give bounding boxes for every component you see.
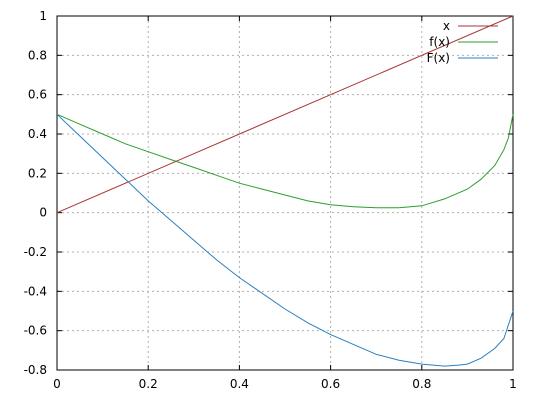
x-tick-label: 1 (509, 377, 517, 391)
y-tick-label: 0.8 (28, 48, 47, 62)
series-line-1 (56, 113, 514, 209)
y-tick-label: 0.4 (28, 127, 47, 141)
y-tick-label: 1 (39, 9, 47, 23)
x-tick-label: 0.8 (412, 377, 431, 391)
axis-ticks (56, 15, 514, 371)
legend-label: f(x) (429, 35, 450, 49)
x-tick-label: 0.6 (321, 377, 340, 391)
y-tick-label: 0.2 (28, 166, 47, 180)
x-tick-label: 0 (53, 377, 61, 391)
y-tick-label: -0.2 (24, 245, 47, 259)
legend-label: F(x) (427, 51, 450, 65)
series-lines (56, 15, 514, 367)
legend-label: x (443, 19, 450, 33)
series-line-2 (56, 113, 514, 367)
x-tick-label: 0.2 (139, 377, 158, 391)
y-tick-label: -0.6 (24, 324, 47, 338)
legend: x f(x) F(x) (427, 19, 498, 65)
plot-frame (56, 15, 514, 371)
grid (57, 16, 513, 370)
y-tick-label: 0.6 (28, 88, 47, 102)
y-tick-labels: 1 0.8 0.6 0.4 0.2 0 -0.2 -0.4 -0.6 -0.8 (24, 9, 47, 377)
y-tick-label: -0.4 (24, 284, 47, 298)
x-tick-labels: 0 0.2 0.4 0.6 0.8 1 (53, 377, 517, 391)
y-tick-label: -0.8 (24, 363, 47, 377)
x-tick-label: 0.4 (230, 377, 249, 391)
y-tick-label: 0 (39, 206, 47, 220)
series-line-0 (56, 15, 514, 214)
